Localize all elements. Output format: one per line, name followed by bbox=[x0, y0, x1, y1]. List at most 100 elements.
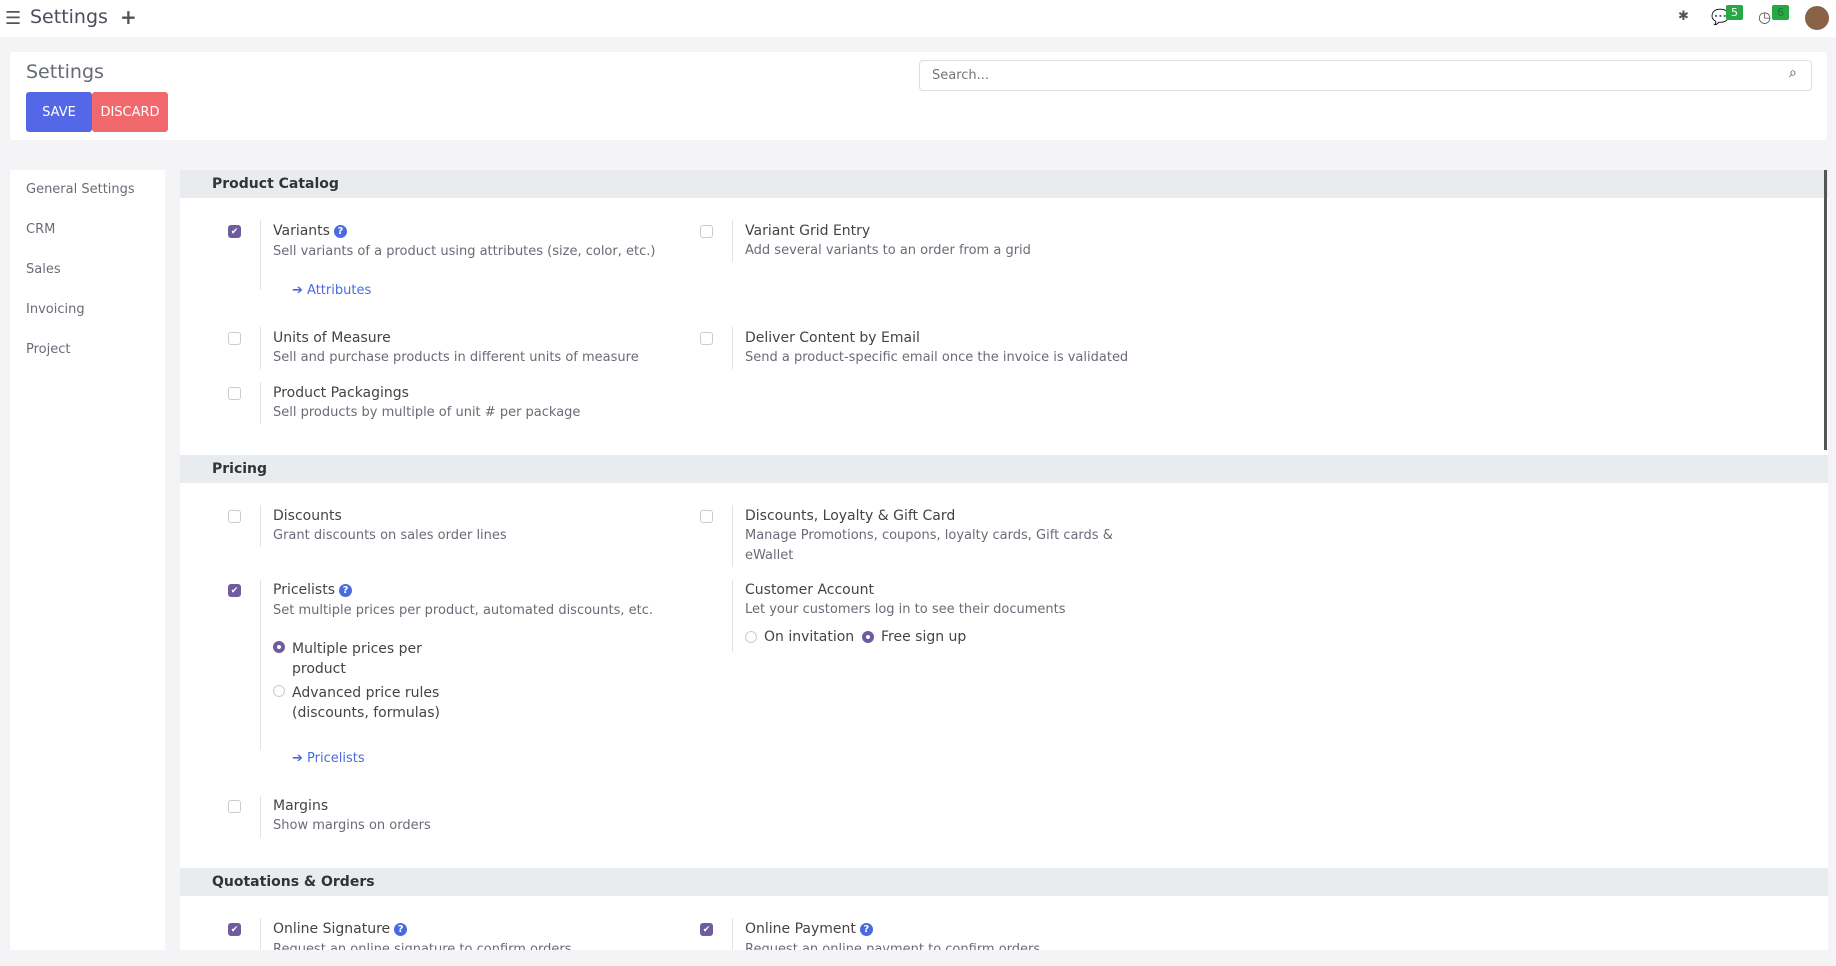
help-icon[interactable]: ? bbox=[339, 584, 353, 597]
online-signature-title: Online Signature bbox=[273, 921, 391, 937]
online-payment-checkbox[interactable]: ✔ bbox=[700, 923, 713, 936]
variant-grid-title: Variant Grid Entry bbox=[745, 223, 871, 239]
loyalty-desc-2: eWallet bbox=[745, 548, 794, 563]
discounts-title: Discounts bbox=[273, 508, 342, 524]
divider bbox=[260, 796, 261, 838]
online-signature-desc: Request an online signature to confirm o… bbox=[273, 942, 572, 950]
help-icon[interactable]: ? bbox=[333, 225, 347, 238]
help-icon[interactable]: ? bbox=[859, 923, 873, 936]
arrow-right-icon: ➔ bbox=[292, 751, 303, 766]
divider bbox=[260, 327, 261, 369]
menu-icon[interactable]: ☰ bbox=[5, 8, 22, 29]
divider bbox=[732, 918, 733, 950]
divider bbox=[260, 505, 261, 547]
packagings-title: Product Packagings bbox=[273, 385, 409, 401]
top-bar: ☰ Settings + ✱ 💬 5 ◷ 6 bbox=[0, 0, 1836, 37]
advanced-rules-radio[interactable] bbox=[273, 685, 285, 697]
online-payment-label: Online Payment? bbox=[745, 921, 873, 937]
free-signup-label: Free sign up bbox=[881, 629, 967, 645]
section-header-quotations: Quotations & Orders bbox=[180, 868, 1828, 896]
variants-checkbox[interactable]: ✔ bbox=[228, 225, 241, 238]
uom-desc: Sell and purchase products in different … bbox=[273, 350, 639, 365]
variant-grid-desc: Add several variants to an order from a … bbox=[745, 243, 1031, 258]
section-header-product-catalog: Product Catalog bbox=[180, 170, 1828, 198]
loyalty-checkbox[interactable] bbox=[700, 510, 713, 523]
discounts-desc: Grant discounts on sales order lines bbox=[273, 528, 507, 543]
uom-checkbox[interactable] bbox=[228, 332, 241, 345]
variants-desc: Sell variants of a product using attribu… bbox=[273, 244, 656, 259]
deliver-email-checkbox[interactable] bbox=[700, 332, 713, 345]
multiple-prices-label: Multiple prices per product bbox=[292, 639, 422, 679]
search-icon[interactable]: ⌕ bbox=[1789, 65, 1797, 81]
plus-icon[interactable]: + bbox=[120, 5, 137, 29]
divider bbox=[732, 580, 733, 652]
pricelists-link[interactable]: ➔ Pricelists bbox=[292, 751, 365, 766]
pricelists-desc: Set multiple prices per product, automat… bbox=[273, 603, 654, 618]
sidebar-item-project[interactable]: Project bbox=[26, 342, 71, 357]
opt1-line1: Multiple prices per bbox=[292, 641, 422, 657]
scrollbar[interactable] bbox=[1824, 170, 1827, 450]
divider bbox=[732, 505, 733, 567]
divider bbox=[260, 918, 261, 950]
deliver-email-title: Deliver Content by Email bbox=[745, 330, 920, 346]
pricelists-checkbox[interactable]: ✔ bbox=[228, 584, 241, 597]
attributes-link-label: Attributes bbox=[307, 283, 372, 298]
arrow-right-icon: ➔ bbox=[292, 283, 303, 298]
divider bbox=[260, 382, 261, 424]
help-icon[interactable]: ? bbox=[394, 923, 408, 936]
search-input[interactable] bbox=[919, 60, 1812, 91]
divider bbox=[260, 580, 261, 750]
margins-desc: Show margins on orders bbox=[273, 818, 431, 833]
settings-sidebar: General Settings CRM Sales Invoicing Pro… bbox=[10, 170, 165, 950]
on-invitation-label: On invitation bbox=[764, 629, 855, 645]
chat-icon[interactable]: 💬 bbox=[1711, 8, 1730, 26]
loyalty-desc: Manage Promotions, coupons, loyalty card… bbox=[745, 528, 1113, 543]
online-payment-title: Online Payment bbox=[745, 921, 856, 937]
online-signature-label: Online Signature? bbox=[273, 921, 408, 937]
uom-title: Units of Measure bbox=[273, 330, 391, 346]
packagings-desc: Sell products by multiple of unit # per … bbox=[273, 405, 581, 420]
customer-account-desc: Let your customers log in to see their d… bbox=[745, 602, 1066, 617]
opt2-line1: Advanced price rules bbox=[292, 685, 440, 701]
variant-grid-checkbox[interactable] bbox=[700, 225, 713, 238]
online-signature-checkbox[interactable]: ✔ bbox=[228, 923, 241, 936]
sidebar-item-general[interactable]: General Settings bbox=[26, 182, 135, 197]
clock-icon[interactable]: ◷ bbox=[1758, 8, 1772, 26]
deliver-email-desc: Send a product-specific email once the i… bbox=[745, 350, 1129, 365]
page-title: Settings bbox=[26, 61, 104, 83]
multiple-prices-radio[interactable] bbox=[273, 641, 285, 653]
settings-content: Product Catalog ✔ Variants? Sell variant… bbox=[180, 170, 1828, 950]
attributes-link[interactable]: ➔ Attributes bbox=[292, 283, 371, 298]
variants-title: Variants bbox=[273, 223, 330, 239]
divider bbox=[732, 327, 733, 369]
margins-checkbox[interactable] bbox=[228, 800, 241, 813]
avatar[interactable] bbox=[1805, 6, 1829, 30]
bug-icon[interactable]: ✱ bbox=[1678, 9, 1689, 24]
opt2-line2: (discounts, formulas) bbox=[292, 705, 440, 721]
pricelists-link-label: Pricelists bbox=[307, 751, 365, 766]
save-button[interactable]: SAVE bbox=[26, 92, 92, 132]
online-payment-desc: Request an online payment to confirm ord… bbox=[745, 942, 1041, 950]
opt1-line2: product bbox=[292, 661, 346, 677]
advanced-rules-label: Advanced price rules (discounts, formulas… bbox=[292, 683, 440, 723]
loyalty-title: Discounts, Loyalty & Gift Card bbox=[745, 508, 956, 524]
margins-title: Margins bbox=[273, 798, 329, 814]
control-panel: Settings SAVE DISCARD ⌕ bbox=[10, 52, 1827, 140]
free-signup-radio[interactable] bbox=[862, 631, 874, 643]
packagings-checkbox[interactable] bbox=[228, 387, 241, 400]
pricelists-label: Pricelists? bbox=[273, 582, 353, 598]
variants-label: Variants? bbox=[273, 223, 347, 239]
on-invitation-radio[interactable] bbox=[745, 631, 757, 643]
sidebar-item-invoicing[interactable]: Invoicing bbox=[26, 302, 85, 317]
discard-button[interactable]: DISCARD bbox=[92, 92, 168, 132]
messages-badge: 5 bbox=[1726, 5, 1743, 20]
divider bbox=[732, 220, 733, 262]
app-title: Settings bbox=[30, 6, 108, 28]
sidebar-item-crm[interactable]: CRM bbox=[26, 222, 56, 237]
customer-account-title: Customer Account bbox=[745, 582, 874, 598]
pricelists-title: Pricelists bbox=[273, 582, 336, 598]
activities-badge: 6 bbox=[1772, 5, 1789, 20]
section-header-pricing: Pricing bbox=[180, 455, 1828, 483]
sidebar-item-sales[interactable]: Sales bbox=[26, 262, 61, 277]
discounts-checkbox[interactable] bbox=[228, 510, 241, 523]
